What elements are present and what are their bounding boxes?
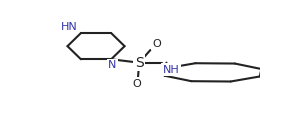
Text: NH: NH bbox=[163, 65, 179, 75]
Text: O: O bbox=[153, 39, 161, 49]
Text: N: N bbox=[108, 60, 116, 70]
Text: S: S bbox=[135, 56, 144, 70]
Text: O: O bbox=[133, 79, 141, 89]
Text: HN: HN bbox=[61, 22, 77, 32]
